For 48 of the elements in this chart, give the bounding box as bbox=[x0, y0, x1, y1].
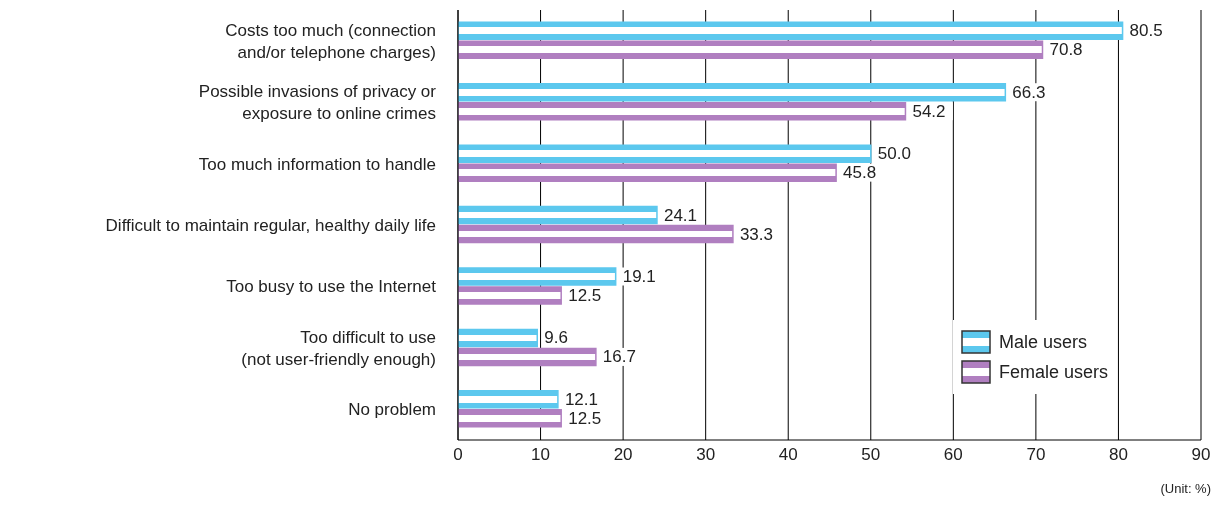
y-tick-label: No problem bbox=[348, 399, 436, 419]
y-tick-label: Too busy to use the Internet bbox=[226, 276, 437, 296]
x-tick-label: 40 bbox=[778, 445, 798, 465]
data-label: 19.1 bbox=[622, 267, 656, 286]
y-tick-label: Costs too much (connection and/or telephone charges) bbox=[225, 20, 436, 62]
x-tick-label: 60 bbox=[943, 445, 963, 465]
bar bbox=[458, 224, 734, 244]
data-label: 12.1 bbox=[564, 389, 598, 409]
x-tick-label: 70 bbox=[1026, 445, 1046, 465]
x-tick-label: 20 bbox=[613, 445, 633, 465]
text: (Unit: %) bbox=[1160, 481, 1211, 496]
x-tick-label: 0 bbox=[453, 445, 463, 465]
data-label: 45.8 bbox=[843, 163, 877, 183]
bar bbox=[458, 40, 1044, 60]
bar bbox=[458, 163, 837, 182]
data-label: 54.2 bbox=[912, 101, 946, 121]
x-tick-label: 50 bbox=[861, 445, 881, 465]
data-label: 12.5 bbox=[568, 286, 602, 305]
bar bbox=[458, 267, 617, 286]
y-tick-label: Difficult to maintain regular, healthy daily life bbox=[105, 215, 436, 235]
bar bbox=[458, 347, 597, 367]
y-tick-label: Too difficult to use (not user-friendly enough) bbox=[241, 327, 436, 369]
data-label: 80.5 bbox=[1129, 21, 1163, 41]
bar bbox=[458, 21, 1124, 41]
x-tick-label: 90 bbox=[1191, 445, 1211, 465]
data-label: 16.7 bbox=[602, 347, 636, 367]
x-tick-label: 30 bbox=[696, 445, 716, 465]
bar bbox=[458, 409, 562, 428]
bar bbox=[458, 205, 658, 225]
bar bbox=[458, 101, 907, 121]
data-label: 50.0 bbox=[877, 144, 911, 164]
bar bbox=[458, 328, 538, 348]
x-tick-label: 80 bbox=[1108, 445, 1128, 465]
legend-label: Female users bbox=[999, 361, 1109, 383]
bar bbox=[458, 82, 1007, 102]
data-label: 24.1 bbox=[663, 205, 698, 225]
bar bbox=[458, 286, 562, 305]
data-label: 12.5 bbox=[568, 408, 602, 428]
data-label: 70.8 bbox=[1049, 40, 1083, 60]
y-tick-label: Possible invasions of privacy or exposure to online crimes bbox=[198, 81, 437, 123]
data-label: 66.3 bbox=[1012, 82, 1046, 102]
bar bbox=[458, 144, 872, 163]
y-tick-label: Too much information to handle bbox=[198, 154, 436, 174]
data-label: 9.6 bbox=[544, 328, 568, 348]
data-label: 33.3 bbox=[739, 224, 773, 244]
bar bbox=[458, 390, 559, 409]
x-tick-label: 10 bbox=[531, 445, 551, 465]
legend-label: Male users bbox=[999, 331, 1088, 353]
